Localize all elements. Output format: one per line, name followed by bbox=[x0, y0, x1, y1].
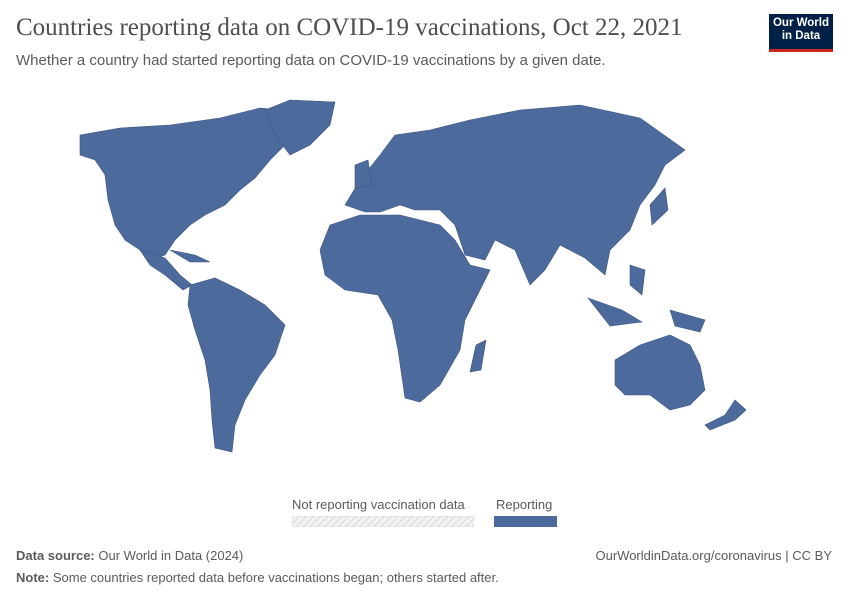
region-north-america[interactable] bbox=[79, 107, 301, 261]
region-new-zealand[interactable] bbox=[704, 399, 747, 431]
legend-swatch-reporting bbox=[494, 516, 557, 527]
region-uk[interactable] bbox=[354, 159, 373, 189]
region-africa[interactable] bbox=[319, 214, 491, 403]
legend-label: Not reporting vaccination data bbox=[292, 497, 465, 512]
chart-subtitle: Whether a country had started reporting … bbox=[16, 52, 606, 69]
region-madagascar[interactable] bbox=[469, 339, 487, 373]
legend-item-reporting[interactable]: Reporting bbox=[496, 497, 552, 512]
data-source: Data source: Our World in Data (2024) bbox=[16, 548, 244, 563]
chart-title: Countries reporting data on COVID-19 vac… bbox=[16, 14, 683, 41]
legend-label: Reporting bbox=[496, 497, 553, 512]
region-caribbean[interactable] bbox=[169, 249, 211, 263]
legend-swatch-not-reporting bbox=[292, 516, 474, 527]
region-indonesia[interactable] bbox=[587, 297, 643, 327]
region-philippines[interactable] bbox=[629, 264, 646, 296]
legend-item-not-reporting[interactable]: Not reporting vaccination data bbox=[292, 497, 465, 512]
region-south-america[interactable] bbox=[187, 277, 286, 453]
chart-note: Note: Some countries reported data befor… bbox=[16, 570, 499, 585]
source-url-link[interactable]: OurWorldinData.org/coronavirus | CC BY bbox=[595, 548, 832, 563]
region-eurasia[interactable] bbox=[344, 104, 686, 286]
region-australia[interactable] bbox=[614, 334, 706, 411]
owid-logo[interactable]: Our World in Data bbox=[769, 14, 833, 52]
world-map[interactable] bbox=[0, 90, 850, 470]
region-central-america[interactable] bbox=[139, 249, 193, 291]
region-greenland[interactable] bbox=[264, 99, 336, 156]
region-new-guinea[interactable] bbox=[669, 309, 706, 333]
region-japan[interactable] bbox=[649, 187, 669, 226]
